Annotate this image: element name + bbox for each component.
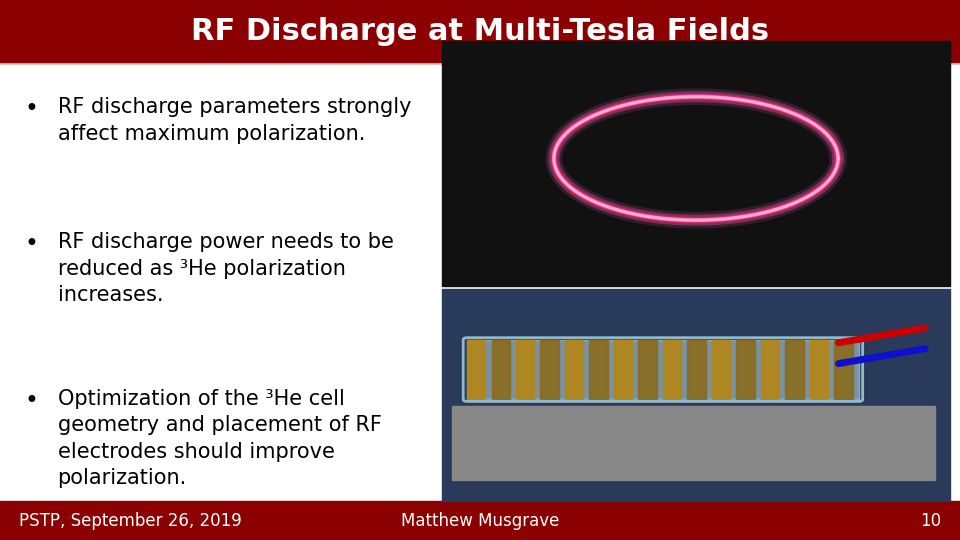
Bar — [467, 340, 486, 399]
Bar — [736, 340, 755, 399]
Bar — [565, 340, 584, 399]
Bar — [0, 501, 960, 540]
Bar — [452, 406, 935, 480]
Bar — [540, 340, 559, 399]
Text: RF Discharge at Multi-Tesla Fields: RF Discharge at Multi-Tesla Fields — [191, 17, 769, 45]
Bar — [589, 340, 608, 399]
Bar — [687, 340, 706, 399]
Bar — [442, 289, 950, 501]
Text: •: • — [24, 389, 37, 413]
Text: PSTP, September 26, 2019: PSTP, September 26, 2019 — [19, 511, 242, 530]
Bar — [516, 340, 535, 399]
Bar — [834, 340, 852, 399]
Bar — [761, 340, 780, 399]
Bar — [663, 340, 682, 399]
Bar — [785, 340, 804, 399]
Text: 10: 10 — [920, 511, 941, 530]
Bar — [0, 0, 960, 62]
Text: •: • — [24, 97, 37, 121]
Bar — [0, 62, 960, 64]
Text: Matthew Musgrave: Matthew Musgrave — [401, 511, 559, 530]
Bar — [492, 340, 510, 399]
Bar — [712, 340, 731, 399]
Text: RF discharge parameters strongly
affect maximum polarization.: RF discharge parameters strongly affect … — [58, 97, 411, 144]
Text: Optimization of the ³He cell
geometry and placement of RF
electrodes should impr: Optimization of the ³He cell geometry an… — [58, 389, 381, 488]
Bar — [467, 340, 859, 399]
Bar — [442, 40, 950, 286]
Text: RF discharge power needs to be
reduced as ³He polarization
increases.: RF discharge power needs to be reduced a… — [58, 232, 394, 305]
Bar — [810, 340, 828, 399]
Text: •: • — [24, 232, 37, 256]
Bar — [638, 340, 657, 399]
Bar — [614, 340, 633, 399]
